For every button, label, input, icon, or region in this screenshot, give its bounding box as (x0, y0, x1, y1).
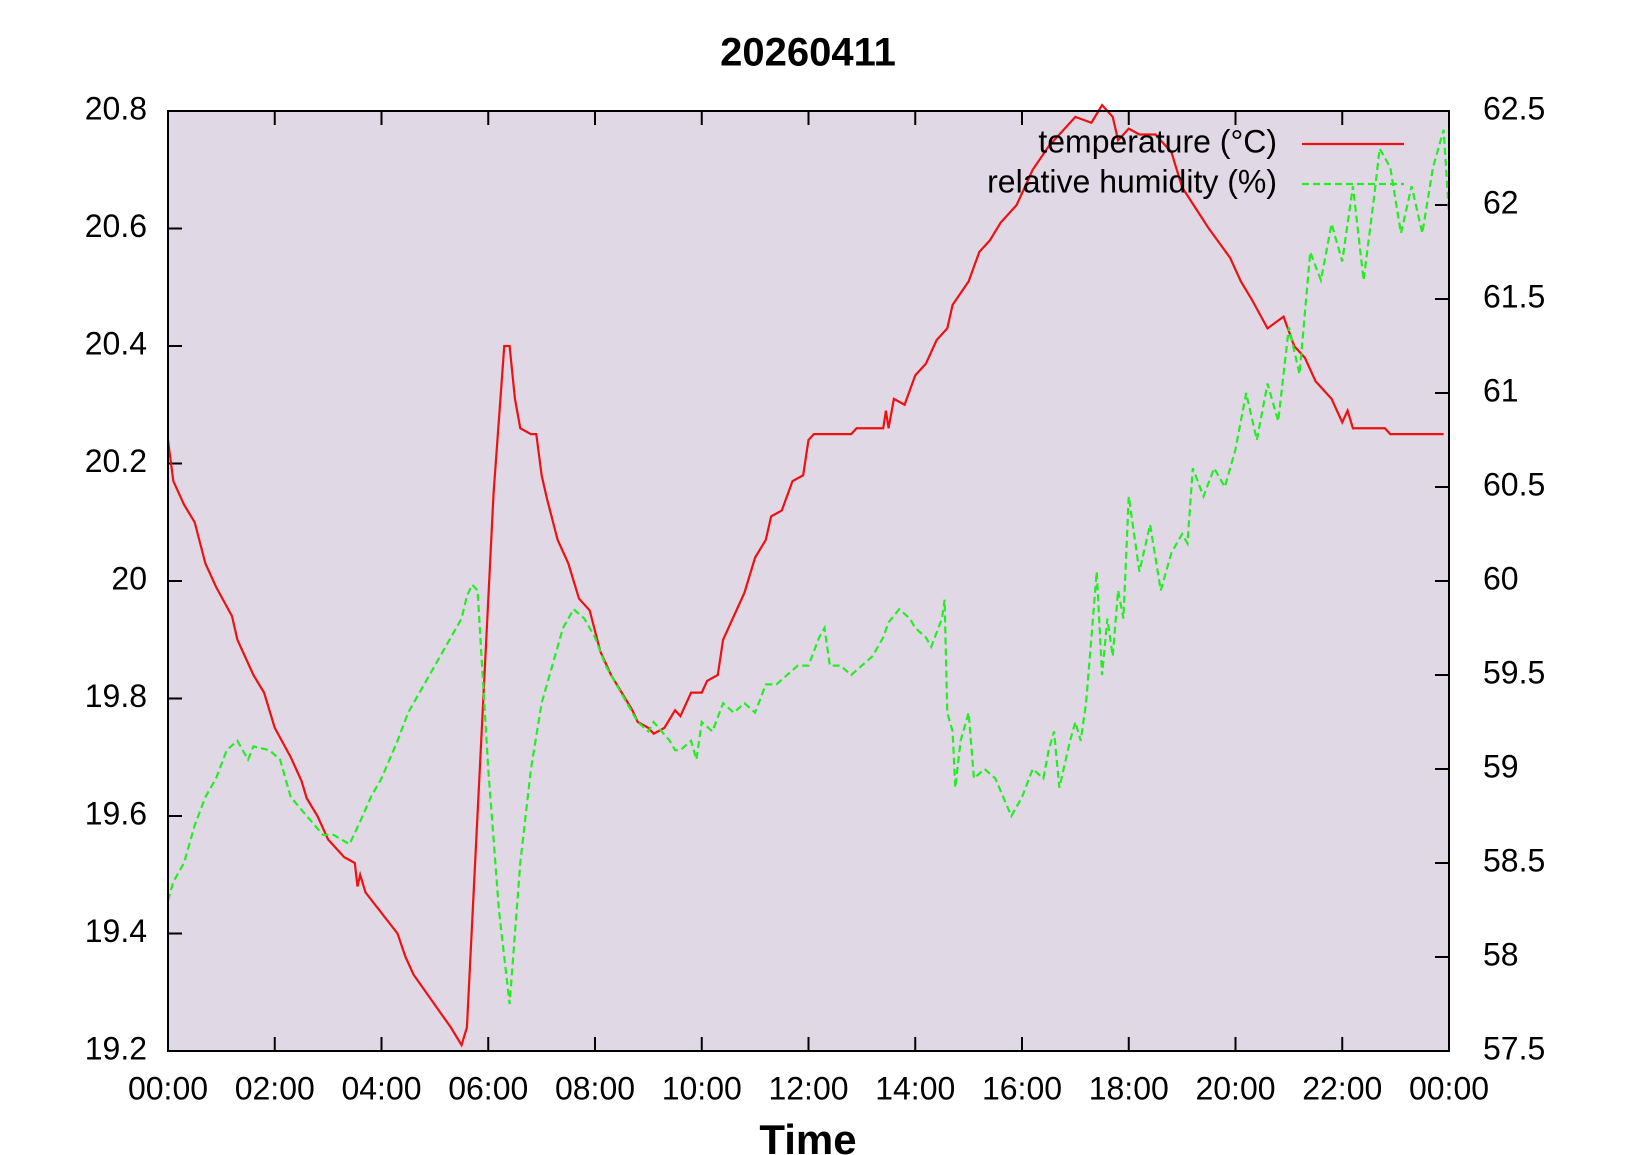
y2-tick-label: 58.5 (1483, 842, 1545, 878)
y2-tick-label: 59 (1483, 748, 1519, 784)
y2-tick-label: 60.5 (1483, 466, 1545, 502)
x-tick-label: 06:00 (448, 1070, 528, 1106)
y-tick-label: 19.8 (85, 678, 147, 714)
y2-tick-label: 61.5 (1483, 278, 1545, 314)
y2-tick-label: 60 (1483, 560, 1519, 596)
x-tick-label: 16:00 (982, 1070, 1062, 1106)
x-tick-label: 10:00 (662, 1070, 742, 1106)
y2-tick-label: 57.5 (1483, 1030, 1545, 1066)
x-tick-label: 00:00 (128, 1070, 208, 1106)
x-tick-label: 14:00 (875, 1070, 955, 1106)
plot-frame (167, 110, 1450, 1052)
x-tick-label: 12:00 (768, 1070, 848, 1106)
x-tick-label: 04:00 (341, 1070, 421, 1106)
y-tick-label: 19.6 (85, 795, 147, 831)
x-tick-label: 00:00 (1409, 1070, 1489, 1106)
y-tick-label: 20.2 (85, 443, 147, 479)
y2-tick-label: 59.5 (1483, 654, 1545, 690)
x-tick-label: 22:00 (1302, 1070, 1382, 1106)
x-axis-label: Time (759, 1116, 856, 1155)
x-tick-label: 18:00 (1089, 1070, 1169, 1106)
y2-tick-label: 62 (1483, 184, 1519, 220)
y-tick-label: 19.2 (85, 1030, 147, 1066)
plot-area (168, 111, 1449, 1051)
chart-title: 20260411 (720, 31, 896, 75)
y2-tick-label: 62.5 (1483, 90, 1545, 126)
x-tick-label: 02:00 (235, 1070, 315, 1106)
y-tick-label: 20 (111, 560, 147, 596)
legend-label: relative humidity (%) (987, 163, 1277, 199)
x-tick-label: 20:00 (1195, 1070, 1275, 1106)
y-tick-label: 20.4 (85, 325, 147, 361)
line-series (166, 129, 1451, 1005)
y-tick-label: 19.4 (85, 913, 147, 949)
legend-label: temperature (°C) (1038, 123, 1277, 159)
y2-tick-label: 58 (1483, 936, 1519, 972)
y2-tick-label: 61 (1483, 372, 1519, 408)
line-series (166, 103, 1444, 1048)
y-tick-label: 20.8 (85, 90, 147, 126)
x-tick-label: 08:00 (555, 1070, 635, 1106)
y-tick-label: 20.6 (85, 208, 147, 244)
